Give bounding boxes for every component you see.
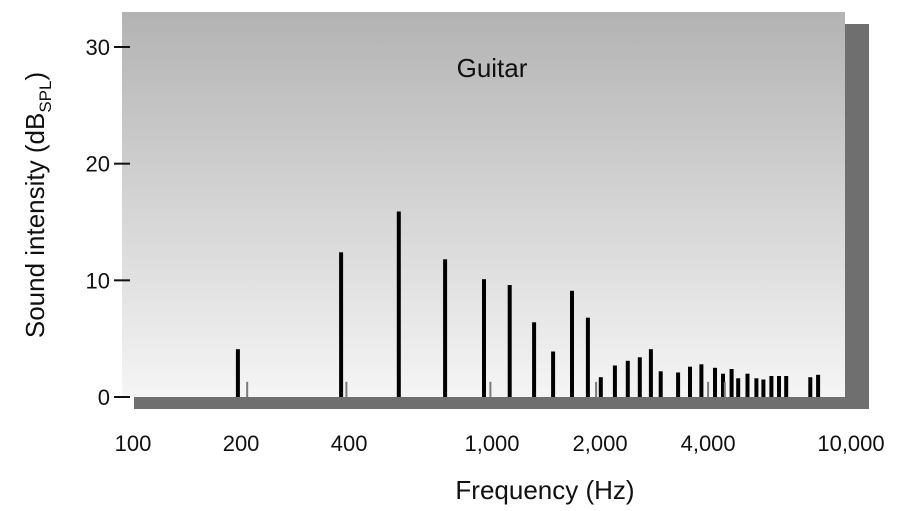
harmonic-bar (736, 378, 741, 397)
y-axis-title-close: ) (20, 72, 50, 81)
harmonic-bar (713, 367, 717, 397)
harmonic-bar (532, 322, 537, 397)
harmonic-bar (688, 366, 692, 397)
harmonic-bar (507, 285, 512, 397)
harmonic-bar (754, 378, 759, 397)
harmonic-bar (482, 279, 486, 397)
harmonic-bar (625, 360, 630, 397)
harmonic-bar (396, 211, 401, 397)
harmonic-bar (598, 377, 603, 397)
harmonic-bar (808, 377, 813, 397)
harmonic-bar (699, 364, 704, 397)
x-tick-label: 100 (115, 431, 152, 456)
y-axis: 0 10 20 30 (86, 35, 130, 410)
minor-bar (489, 381, 492, 397)
x-axis-title: Frequency (Hz) (455, 475, 634, 505)
y-tick-label: 30 (86, 35, 110, 60)
harmonic-bar (235, 349, 240, 397)
harmonic-bar (721, 373, 725, 397)
x-tick-label: 10,000 (817, 431, 884, 456)
harmonic-bar (570, 290, 574, 397)
harmonic-bar (729, 369, 734, 397)
harmonic-bar (658, 371, 663, 397)
harmonic-bar (648, 349, 653, 397)
harmonic-bar (612, 365, 617, 397)
y-tick-label: 10 (86, 268, 110, 293)
harmonic-bar (745, 373, 750, 397)
minor-bar (707, 381, 710, 397)
x-tick-label: 200 (223, 431, 260, 456)
harmonic-bar (637, 357, 642, 397)
x-tick-label: 1,000 (464, 431, 519, 456)
y-tick-label: 20 (86, 152, 110, 177)
harmonic-bar (777, 376, 781, 397)
x-tick-label: 400 (331, 431, 368, 456)
harmonic-bar (761, 379, 766, 397)
chart-title: Guitar (457, 53, 528, 83)
minor-bar (723, 381, 726, 397)
harmonic-bar (443, 259, 448, 397)
minor-bar (595, 381, 598, 397)
y-axis-title-subscript: SPL (36, 81, 55, 113)
y-tick-label: 0 (98, 385, 110, 410)
minor-bar (345, 381, 348, 397)
y-axis-title-main: Sound intensity (dB (20, 113, 50, 338)
harmonic-bar (585, 317, 590, 397)
x-tick-label: 4,000 (681, 431, 736, 456)
minor-bar (246, 381, 249, 397)
harmonic-bar (339, 252, 344, 397)
bars (235, 211, 821, 397)
x-tick-label: 2,000 (573, 431, 628, 456)
harmonic-bar (676, 372, 681, 397)
y-axis-title: Sound intensity (dBSPL) (20, 72, 55, 338)
x-axis: 100 200 400 1,000 2,000 4,000 10,000 (115, 431, 885, 456)
harmonic-bar (816, 374, 821, 397)
harmonic-bar (784, 376, 789, 397)
harmonic-bar (551, 351, 556, 397)
harmonic-bar (769, 376, 774, 397)
